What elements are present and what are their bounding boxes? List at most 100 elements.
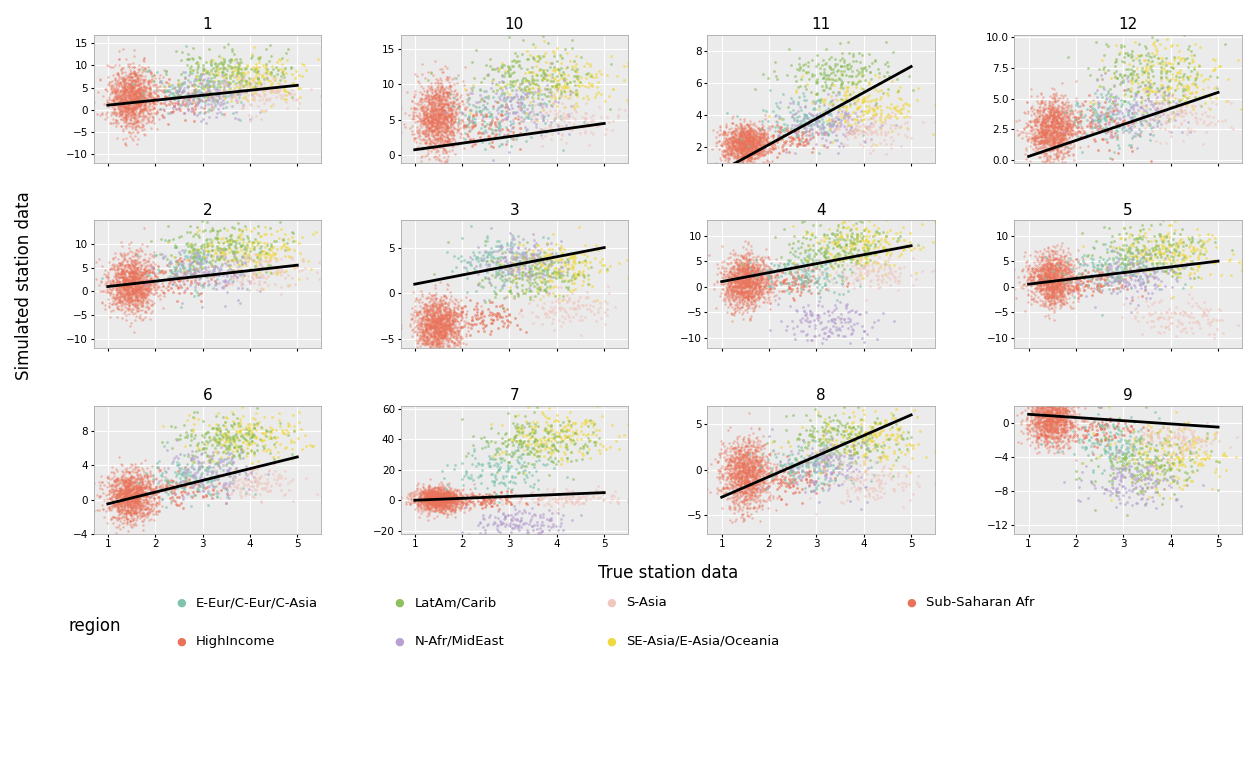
Point [1033,123,1053,135]
Point [1043,254,1063,266]
Point [736,277,756,290]
Point [1166,240,1186,253]
Point [784,230,804,242]
Point [731,141,751,153]
Point [1031,279,1051,291]
Point [248,89,268,101]
Point [1045,392,1065,405]
Point [421,321,441,333]
Point [753,68,773,80]
Point [436,118,456,131]
Point [122,134,142,147]
Point [183,452,203,465]
Point [728,134,748,146]
Point [1050,276,1070,288]
Point [1147,472,1167,485]
Point [434,108,454,120]
Point [446,492,466,505]
Point [544,264,564,276]
Point [733,495,753,508]
Point [228,258,248,270]
Point [441,329,461,341]
Point [1123,54,1143,66]
Point [114,490,134,502]
Point [749,445,769,457]
Point [429,490,449,502]
Point [869,228,889,240]
Point [482,114,502,126]
Point [842,416,862,429]
Point [413,324,433,336]
Point [759,264,779,276]
Point [764,143,784,155]
Point [413,111,433,124]
Point [740,260,760,273]
Point [1042,277,1062,290]
Point [202,433,222,445]
Point [205,94,225,106]
Point [1206,426,1226,439]
Point [480,495,500,508]
Point [809,254,829,266]
Point [518,270,538,282]
Point [1023,396,1043,408]
Point [750,253,770,266]
Point [482,269,502,281]
Point [111,493,131,505]
Point [830,120,850,132]
Point [1108,108,1128,120]
Point [806,445,826,458]
Point [716,118,736,131]
Point [731,143,751,155]
Point [490,269,510,281]
Point [1056,250,1076,262]
Point [434,319,454,332]
Point [539,412,559,425]
Point [1128,264,1148,276]
Point [438,485,458,497]
Point [135,61,155,74]
Point [290,247,310,260]
Point [196,64,216,76]
Point [112,496,132,508]
Point [132,515,152,528]
Point [1025,134,1045,147]
Point [232,258,252,270]
Point [548,71,568,83]
Point [800,414,820,426]
Point [875,114,895,127]
Point [441,305,461,317]
Point [84,477,104,489]
Point [844,443,864,455]
Point [1025,127,1045,139]
Point [1055,273,1075,286]
Point [427,320,447,333]
Point [497,274,517,286]
Point [256,247,276,259]
Point [1046,261,1066,273]
Point [126,257,146,270]
Point [422,337,442,349]
Point [1053,422,1073,435]
Point [716,290,736,302]
Point [522,268,542,280]
Point [120,103,140,115]
Point [119,488,139,501]
Point [122,279,142,291]
Point [1028,415,1048,427]
Point [1173,237,1193,249]
Point [730,119,750,131]
Point [1091,423,1111,435]
Point [117,492,137,505]
Point [197,216,217,228]
Point [258,94,278,107]
Point [129,274,149,286]
Point [426,124,446,136]
Point [885,119,905,131]
Point [436,113,456,125]
Point [734,153,754,165]
Point [135,475,155,488]
Point [734,286,754,299]
Point [1035,417,1055,429]
Point [1119,434,1139,446]
